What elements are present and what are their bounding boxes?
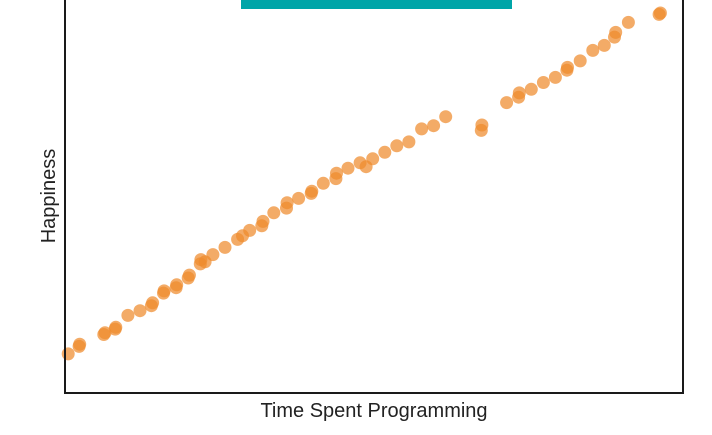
data-point (109, 320, 123, 334)
data-point (439, 110, 453, 124)
data-point (366, 152, 380, 166)
data-point (653, 6, 667, 20)
data-point (243, 223, 257, 237)
plot-frame (64, 0, 684, 394)
data-point (548, 70, 562, 84)
data-point (500, 96, 514, 110)
data-point (561, 60, 574, 74)
data-point (267, 206, 281, 220)
data-point (256, 214, 270, 228)
data-point (512, 86, 526, 100)
data-point (218, 240, 232, 254)
data-point (586, 43, 600, 57)
data-point (536, 76, 550, 89)
data-point (573, 54, 587, 68)
data-point (597, 38, 611, 52)
data-points (61, 6, 667, 361)
data-point (61, 347, 75, 361)
data-point (316, 176, 330, 190)
data-point (292, 191, 306, 205)
data-point (206, 248, 220, 262)
data-point (121, 308, 135, 322)
data-point (390, 139, 404, 153)
data-point (378, 145, 392, 159)
data-point (182, 268, 196, 282)
data-point (609, 25, 623, 39)
data-point (524, 82, 538, 96)
data-point (475, 118, 489, 132)
y-axis-label: Happiness (38, 149, 60, 244)
data-point (146, 296, 160, 310)
data-point (341, 161, 355, 175)
data-point (305, 184, 319, 198)
x-axis-label: Time Spent Programming (260, 400, 487, 422)
data-point (157, 284, 171, 298)
data-point (402, 135, 416, 149)
data-point (170, 278, 184, 292)
data-point (621, 15, 635, 29)
data-point (330, 166, 343, 180)
data-point (133, 304, 147, 318)
title-banner (241, 0, 512, 9)
data-point (73, 337, 87, 351)
data-point (427, 119, 441, 133)
data-point (280, 196, 294, 210)
data-point (415, 122, 429, 136)
data-point (98, 326, 112, 340)
